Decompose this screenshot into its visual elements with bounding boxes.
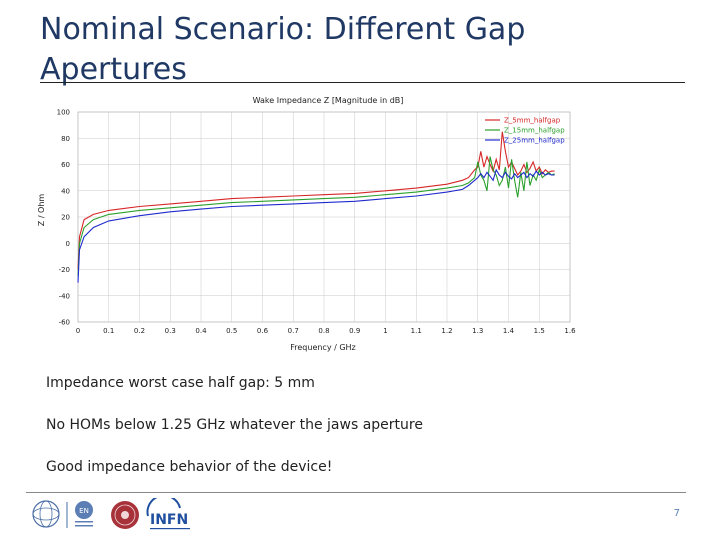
y-tick-label: 0 [66,240,70,248]
x-tick-label: 0.1 [103,327,114,335]
chart-series [77,131,555,283]
cern-logo [32,500,60,528]
legend-label: Z_5mm_halfgap [504,117,561,125]
x-tick-label: 0.2 [134,327,145,335]
x-tick-label: 0 [76,327,80,335]
x-tick-label: 0.4 [195,327,207,335]
university-seal-logo [111,501,139,529]
y-tick-label: 60 [61,161,70,169]
impedance-chart: Wake Impedance Z [Magnitude in dB] Z / O… [30,90,590,355]
series-line-Z_25mm_halfgap [77,168,555,283]
slide-title: Nominal Scenario: Different Gap Aperture… [40,12,526,87]
y-tick-label: 100 [57,109,70,117]
chart-svg: Wake Impedance Z [Magnitude in dB] Z / O… [37,96,576,352]
x-tick-label: 1.1 [411,327,422,335]
x-tick-label: 0.7 [288,327,299,335]
series-line-Z_15mm_halfgap [77,156,555,277]
x-tick-label: 1.6 [564,327,576,335]
infn-logo-text: INFN [150,512,188,528]
chart-ticks: 0 0.1 0.2 0.3 0.4 0.5 0.6 0.7 0.8 0.9 1 1.1 1.2 1.3 1.… [57,109,576,336]
x-tick-label: 0.5 [226,327,237,335]
series-line-Z_5mm_halfgap [77,131,555,270]
y-tick-label: 40 [61,187,70,195]
chart-y-axis-label: Z / Ohm [37,194,46,227]
chart-grid [77,111,571,323]
chart-legend: Z_5mm_halfgap Z_15mm_halfgap Z_25mm_halfga… [485,117,565,145]
x-tick-label: 1.2 [441,327,452,335]
infn-logo: INFN [146,494,190,530]
x-tick-label: 1.5 [534,327,545,335]
bullet-good-behavior: Good impedance behavior of the device! [46,459,333,475]
chart-x-axis-label: Frequency / GHz [290,343,356,352]
x-tick-label: 0.3 [165,327,176,335]
en-logo-text: EN [79,507,89,515]
footer-divider [26,492,686,493]
y-tick-label: 20 [61,214,70,222]
page-number: 7 [673,508,680,519]
bullet-worst-case: Impedance worst case half gap: 5 mm [46,375,315,391]
x-tick-label: 1 [383,327,387,335]
footer-logos: EN INFN [30,494,220,534]
legend-label: Z_15mm_halfgap [504,127,565,135]
en-logo: EN [75,501,93,527]
x-tick-label: 0.8 [318,327,329,335]
title-divider [40,82,685,83]
y-tick-label: -20 [59,266,70,274]
bullet-no-homs: No HOMs below 1.25 GHz whatever the jaws… [46,417,423,433]
x-tick-label: 0.9 [349,327,360,335]
x-tick-label: 0.6 [257,327,269,335]
bullet-list: Impedance worst case half gap: 5 mm No H… [46,372,666,498]
chart-title: Wake Impedance Z [Magnitude in dB] [253,96,404,105]
y-tick-label: -40 [59,292,70,300]
x-tick-label: 1.3 [472,327,483,335]
legend-label: Z_25mm_halfgap [504,137,565,145]
x-tick-label: 1.4 [503,327,515,335]
y-tick-label: -60 [59,319,70,327]
y-tick-label: 80 [61,135,70,143]
